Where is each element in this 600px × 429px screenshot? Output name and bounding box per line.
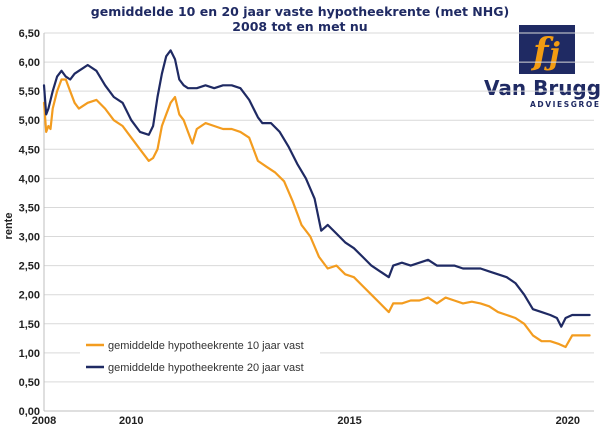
logo-name: Van Bruggen: [484, 76, 600, 100]
y-tick-label: 0,00: [19, 406, 40, 418]
y-tick-label: 3,00: [19, 232, 40, 244]
x-tick-label: 2020: [556, 415, 580, 427]
series-lines: [42, 49, 591, 349]
y-tick-label: 6,50: [19, 28, 40, 40]
y-tick-label: 2,00: [19, 290, 40, 302]
y-axis-title: rente: [3, 213, 15, 240]
y-tick-label: 4,00: [19, 173, 40, 185]
y-tick-label: 3,50: [19, 202, 40, 214]
y-tick-label: 4,50: [19, 144, 40, 156]
legend-box: [80, 330, 320, 378]
x-tick-label: 2015: [337, 415, 361, 427]
legend: gemiddelde hypotheekrente 10 jaar vast g…: [80, 330, 320, 378]
y-tick-label: 2,50: [19, 261, 40, 273]
legend-label-10-jaar: gemiddelde hypotheekrente 10 jaar vast: [108, 340, 304, 352]
x-tick-label: 2008: [32, 415, 56, 427]
tick-labels: 0,00 0,50 1,00 1,50 2,00 2,50 3,00 3,50 4,00 4,50…: [19, 28, 580, 427]
logo-tagline: ADVIESGROEP: [530, 100, 600, 109]
chart-title: gemiddelde 10 en 20 jaar vaste hypotheek…: [91, 4, 509, 19]
y-tick-label: 5,00: [19, 115, 40, 127]
y-tick-label: 5,50: [19, 86, 40, 98]
y-tick-label: 1,50: [19, 319, 40, 331]
y-tick-label: 6,00: [19, 57, 40, 69]
series-line-20-jaar: [42, 49, 591, 328]
legend-label-20-jaar: gemiddelde hypotheekrente 20 jaar vast: [108, 362, 304, 374]
chart-subtitle: 2008 tot en met nu: [232, 19, 367, 34]
logo: f j Van Bruggen ADVIESGROEP: [484, 25, 600, 109]
x-tick-label: 2010: [119, 415, 143, 427]
series-line-10-jaar: [42, 78, 591, 349]
y-tick-label: 1,00: [19, 348, 40, 360]
y-tick-label: 0,50: [19, 377, 40, 389]
